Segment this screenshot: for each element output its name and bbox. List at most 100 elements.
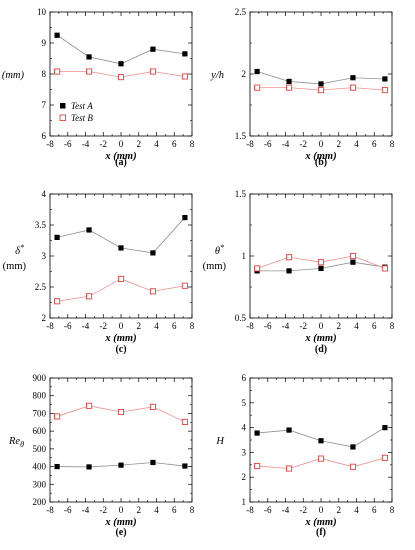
data-point-test-a (382, 76, 388, 82)
plot-frame (249, 11, 393, 137)
x-tick-label: 8 (190, 321, 195, 331)
x-tick-label: -4 (82, 505, 90, 515)
data-point-test-b (381, 265, 388, 272)
y-tick-label: 2.5 (235, 7, 247, 17)
data-point-test-b (54, 298, 61, 305)
y-axis-label: δ (mm) (0, 70, 24, 81)
data-point-test-b (117, 275, 125, 282)
y-tick-label: 0.5 (235, 313, 247, 323)
data-point-test-a (286, 268, 292, 274)
series-line-a (56, 34, 185, 65)
panel-caption: (c) (115, 344, 126, 355)
panel-c: -8 -6 -4 -2 0 2 4 6 8 2 2.5 3 3.5 4 x (mm) δ* (mm) (c) (3, 189, 195, 355)
x-tick-label: -6 (64, 505, 72, 515)
x-tick-label: 0 (119, 139, 124, 149)
y-tick-label: 2 (242, 472, 247, 482)
panel-caption: (a) (115, 157, 127, 168)
y-tick-label: 6 (242, 373, 247, 383)
data-point-test-b (349, 252, 357, 260)
x-tick-label: 8 (190, 505, 195, 515)
x-tick-label: -4 (82, 139, 90, 149)
x-tick-label: 4 (354, 139, 359, 149)
data-point-test-b (85, 68, 93, 75)
x-tick-label: 0 (319, 139, 324, 149)
y-tick-label: 200 (33, 497, 47, 507)
y-axis-label: y/h (210, 70, 224, 81)
x-tick-label: 6 (172, 505, 177, 515)
y-tick-label: 8 (42, 69, 47, 79)
y-axis-unit: (mm) (3, 261, 27, 272)
data-point-test-a (150, 250, 156, 256)
panel-a: -8 -6 -4 -2 0 2 4 6 8 6 7 8 9 10 x (mm) δ (mm) Test A Tes… (0, 7, 195, 168)
series-line-a (257, 427, 386, 448)
data-point-test-a (86, 54, 92, 60)
panel-caption: (b) (315, 157, 327, 168)
y-tick-label: 800 (33, 391, 47, 401)
x-tick-label: -8 (46, 321, 54, 331)
data-point-test-a (318, 81, 324, 87)
data-point-test-b (181, 282, 188, 289)
data-point-test-b (317, 455, 325, 462)
data-point-test-b (254, 84, 261, 91)
x-tick-label: 2 (137, 505, 142, 515)
y-tick-label: 10 (37, 7, 47, 17)
data-point-test-a (86, 227, 92, 233)
y-tick-label: 9 (42, 38, 47, 48)
data-point-test-b (381, 87, 388, 94)
data-point-test-b (181, 73, 188, 80)
data-point-test-b (181, 418, 188, 425)
y-axis-unit: (mm) (203, 261, 227, 272)
x-tick-label: 2 (337, 139, 342, 149)
x-tick-label: 4 (154, 139, 159, 149)
data-point-test-a (182, 463, 188, 469)
x-tick-label: 2 (137, 321, 142, 331)
x-tick-label: -2 (100, 321, 108, 331)
y-tick-label: 300 (33, 479, 47, 489)
panel-b: -8 -6 -4 -2 0 2 4 6 8 1.5 2 2.5 x (mm) y/h (b) (210, 7, 395, 168)
y-axis-label: δ* (15, 243, 24, 257)
data-point-test-a (54, 32, 60, 38)
panel-caption: (f) (316, 527, 326, 538)
x-axis-label: x (mm) (304, 333, 336, 344)
x-tick-label: -4 (82, 321, 90, 331)
y-tick-label: 900 (33, 373, 47, 383)
x-axis-label: x (mm) (304, 151, 336, 162)
y-tick-label: 4 (42, 189, 47, 199)
x-tick-label: 0 (319, 321, 324, 331)
x-tick-label: -6 (264, 321, 272, 331)
x-tick-label: -4 (282, 505, 290, 515)
y-axis-label: Reθ (8, 436, 24, 449)
x-tick-label: 2 (337, 505, 342, 515)
y-tick-label: 2.5 (35, 282, 47, 292)
legend-label-a: Test A (71, 101, 93, 111)
data-point-test-b (149, 403, 157, 410)
series-line-b (57, 278, 185, 302)
x-tick-label: -2 (100, 505, 108, 515)
x-tick-label: 0 (119, 321, 124, 331)
x-tick-label: 6 (372, 505, 377, 515)
x-tick-label: 2 (337, 321, 342, 331)
x-tick-label: 6 (172, 139, 177, 149)
y-axis-label: H (215, 436, 225, 447)
x-tick-label: -8 (246, 321, 254, 331)
x-tick-label: 0 (119, 505, 124, 515)
data-point-test-a (318, 438, 324, 444)
data-point-test-a (254, 68, 260, 75)
data-point-test-a (182, 214, 188, 221)
x-tick-label: -2 (300, 321, 308, 331)
legend-marker-test-a (60, 103, 66, 109)
data-point-test-b (381, 454, 388, 461)
legend-label-b: Test B (71, 113, 93, 123)
y-tick-label: 1 (242, 497, 247, 507)
data-point-test-a (54, 234, 60, 240)
x-tick-label: 6 (372, 139, 377, 149)
x-tick-label: 4 (154, 321, 159, 331)
panel-caption: (d) (315, 344, 327, 355)
x-tick-label: -2 (300, 505, 308, 515)
data-point-test-b (85, 402, 93, 409)
panel-e: -8 -6 -4 -2 0 2 4 6 8 200 300 400 500 600 700 800 900 x (… (8, 373, 195, 538)
data-point-test-a (318, 265, 324, 271)
data-point-test-b (254, 462, 261, 470)
data-point-test-b (54, 68, 61, 75)
